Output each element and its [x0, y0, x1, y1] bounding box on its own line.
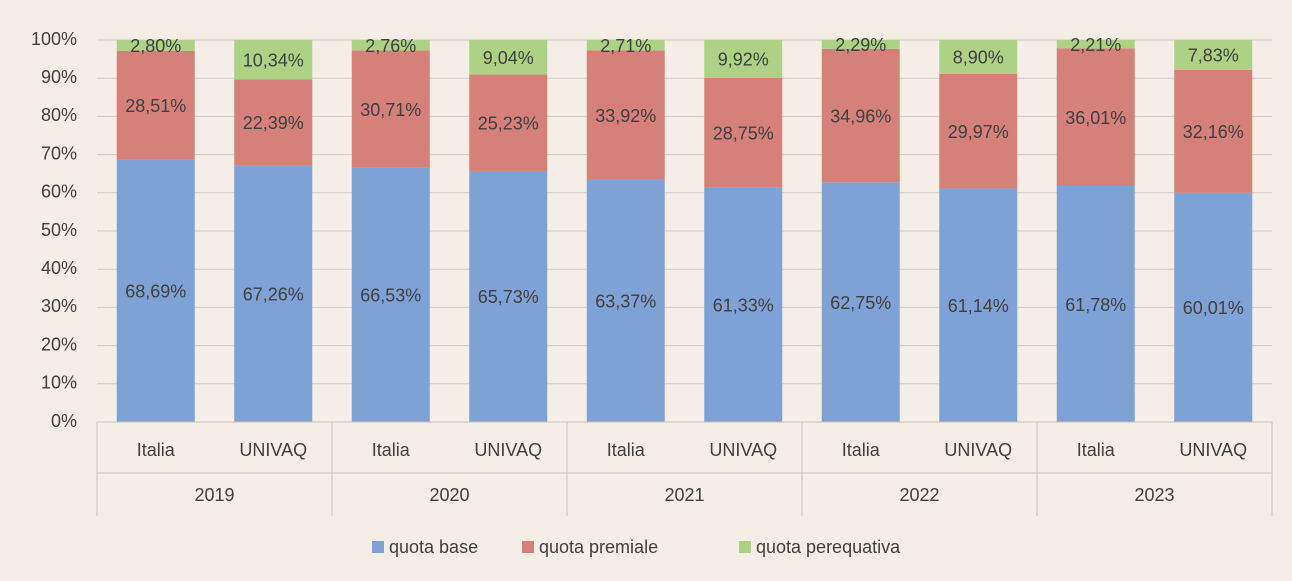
data-label: 32,16% — [1183, 122, 1244, 142]
group-label: 2019 — [194, 485, 234, 505]
data-label: 67,26% — [243, 284, 304, 304]
x-tick-label: UNIVAQ — [474, 440, 542, 460]
data-label: 68,69% — [125, 282, 186, 302]
data-label: 29,97% — [948, 122, 1009, 142]
data-label: 65,73% — [478, 287, 539, 307]
data-label: 2,29% — [835, 35, 886, 55]
data-label: 2,21% — [1070, 35, 1121, 55]
legend-label: quota base — [389, 537, 478, 557]
legend-swatch — [522, 541, 534, 553]
x-tick-label: Italia — [372, 440, 411, 460]
data-label: 63,37% — [595, 292, 656, 312]
data-label: 22,39% — [243, 113, 304, 133]
data-label: 60,01% — [1183, 298, 1244, 318]
data-label: 2,71% — [600, 36, 651, 56]
group-label: 2022 — [899, 485, 939, 505]
x-tick-label: Italia — [607, 440, 646, 460]
y-tick-label: 90% — [41, 67, 77, 87]
data-label: 62,75% — [830, 293, 891, 313]
data-label: 25,23% — [478, 113, 539, 133]
y-tick-label: 60% — [41, 182, 77, 202]
x-tick-label: Italia — [137, 440, 176, 460]
group-label: 2023 — [1134, 485, 1174, 505]
y-tick-label: 70% — [41, 143, 77, 163]
data-label: 33,92% — [595, 106, 656, 126]
chart: 0% 10% 20% 30% 40% 50% 60% 70% 80% 90% 100% 68,69% 2… — [0, 0, 1292, 581]
legend-label: quota premiale — [539, 537, 658, 557]
data-label: 7,83% — [1188, 46, 1239, 66]
legend-swatch — [372, 541, 384, 553]
data-label: 61,33% — [713, 296, 774, 316]
y-tick-label: 0% — [51, 411, 77, 431]
y-tick-label: 50% — [41, 220, 77, 240]
data-label: 9,04% — [483, 48, 534, 68]
y-tick-label: 80% — [41, 105, 77, 125]
y-tick-label: 30% — [41, 296, 77, 316]
data-label: 2,76% — [365, 36, 416, 56]
group-label: 2020 — [429, 485, 469, 505]
data-label: 66,53% — [360, 286, 421, 306]
x-tick-label: UNIVAQ — [944, 440, 1012, 460]
data-label: 9,92% — [718, 50, 769, 70]
data-label: 61,78% — [1065, 295, 1126, 315]
data-label: 28,75% — [713, 124, 774, 144]
data-label: 61,14% — [948, 296, 1009, 316]
data-label: 34,96% — [830, 106, 891, 126]
x-tick-label: Italia — [842, 440, 881, 460]
legend-swatch — [739, 541, 751, 553]
y-tick-label: 10% — [41, 373, 77, 393]
group-label: 2021 — [664, 485, 704, 505]
data-label: 30,71% — [360, 100, 421, 120]
y-tick-label: 40% — [41, 258, 77, 278]
x-tick-label: UNIVAQ — [239, 440, 307, 460]
data-label: 36,01% — [1065, 108, 1126, 128]
legend-label: quota perequativa — [756, 537, 901, 557]
y-tick-label: 100% — [31, 29, 77, 49]
y-tick-label: 20% — [41, 334, 77, 354]
x-tick-label: Italia — [1077, 440, 1116, 460]
data-label: 2,80% — [130, 36, 181, 56]
data-label: 8,90% — [953, 48, 1004, 68]
x-tick-label: UNIVAQ — [709, 440, 777, 460]
data-label: 28,51% — [125, 96, 186, 116]
data-label: 10,34% — [243, 51, 304, 71]
x-tick-label: UNIVAQ — [1179, 440, 1247, 460]
